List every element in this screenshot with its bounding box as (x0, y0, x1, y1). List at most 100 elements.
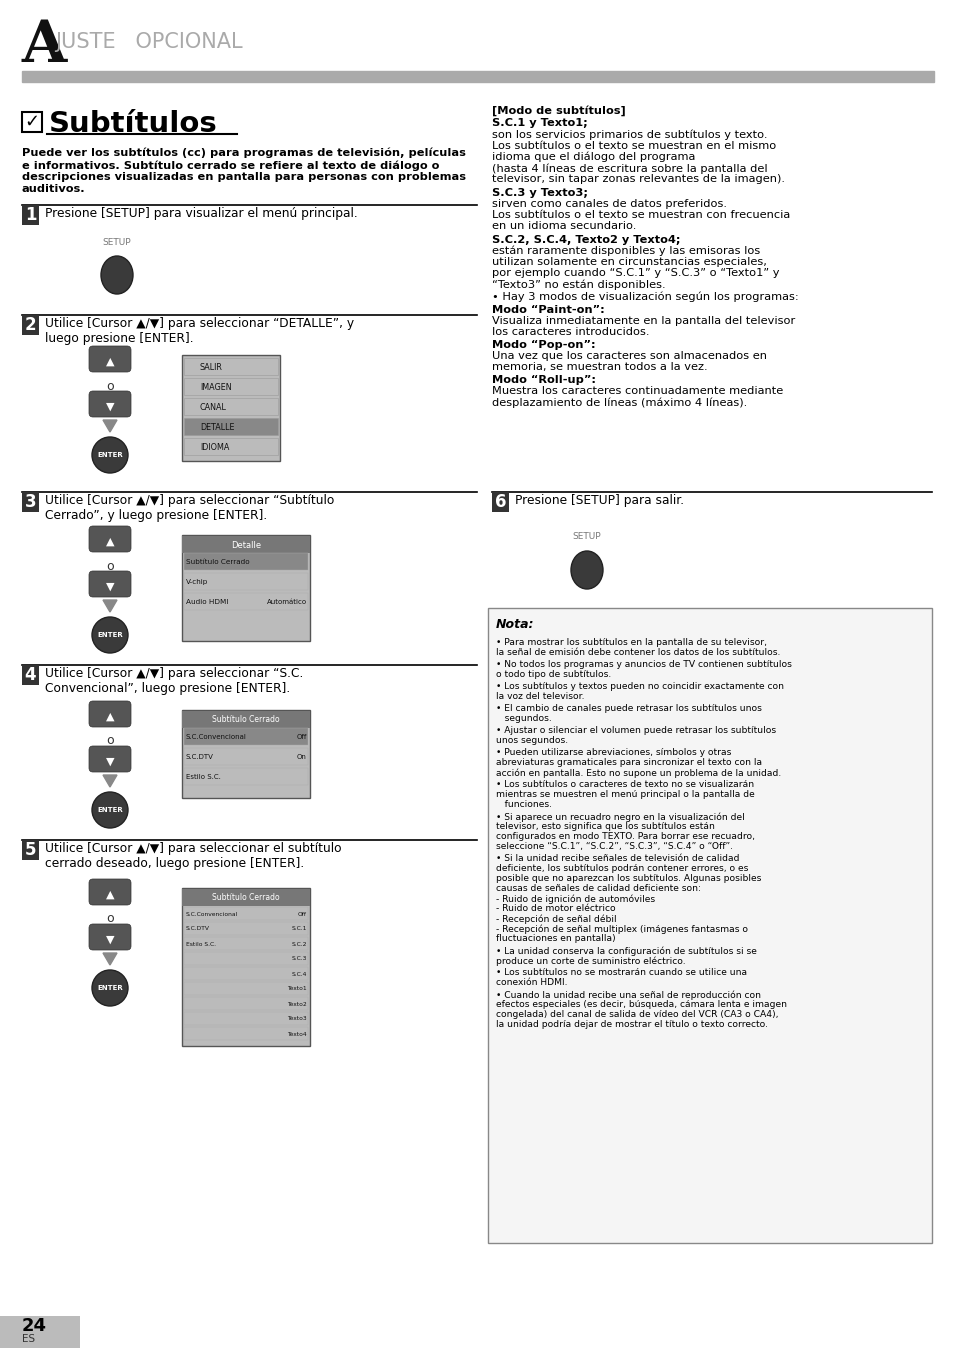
Text: Modo “Pop-on”:: Modo “Pop-on”: (492, 340, 595, 350)
Text: o todo tipo de subtítulos.: o todo tipo de subtítulos. (496, 670, 611, 679)
Text: ENTER: ENTER (97, 452, 123, 458)
Text: ▲: ▲ (106, 537, 114, 547)
Bar (184, 967, 308, 980)
Text: Modo “Roll-up”:: Modo “Roll-up”: (492, 375, 596, 386)
Bar (22, 840, 39, 860)
Text: • Si la unidad recibe señales de televisión de calidad: • Si la unidad recibe señales de televis… (496, 855, 739, 863)
Bar (184, 553, 308, 570)
Text: Subtítulos: Subtítulos (49, 111, 217, 137)
Bar (184, 1012, 308, 1024)
Bar (184, 922, 308, 936)
Text: utilizan solamente en circunstancias especiales,: utilizan solamente en circunstancias esp… (492, 257, 766, 267)
Text: S.C.1: S.C.1 (292, 926, 307, 931)
Text: produce un corte de suministro eléctrico.: produce un corte de suministro eléctrico… (496, 956, 685, 965)
Text: JUSTE   OPCIONAL: JUSTE OPCIONAL (55, 32, 242, 53)
Bar (184, 359, 277, 375)
FancyBboxPatch shape (182, 535, 310, 642)
Text: S.C.Convencional: S.C.Convencional (186, 735, 247, 740)
Bar (22, 71, 933, 82)
Text: • Si aparece un recuadro negro en la visualización del: • Si aparece un recuadro negro en la vis… (496, 811, 744, 821)
Text: Off: Off (296, 735, 307, 740)
Text: segundos.: segundos. (496, 714, 551, 723)
Text: ENTER: ENTER (97, 632, 123, 638)
Text: Visualiza inmediatamente en la pantalla del televisor: Visualiza inmediatamente en la pantalla … (492, 315, 795, 326)
Text: - Recepción de señal multiplex (imágenes fantasmas o: - Recepción de señal multiplex (imágenes… (496, 923, 747, 934)
Text: los caracteres introducidos.: los caracteres introducidos. (492, 328, 649, 337)
Bar (184, 573, 308, 590)
Text: IDIOMA: IDIOMA (200, 442, 229, 452)
Bar (184, 998, 308, 1010)
Text: Presione [SETUP] para visualizar el menú principal.: Presione [SETUP] para visualizar el menú… (45, 208, 357, 220)
Text: ▼: ▼ (106, 936, 114, 945)
Text: S.C.2, S.C.4, Texto2 y Texto4;: S.C.2, S.C.4, Texto2 y Texto4; (492, 235, 679, 245)
FancyBboxPatch shape (488, 608, 931, 1243)
Text: deficiente, los subtítulos podrán contener errores, o es: deficiente, los subtítulos podrán conten… (496, 864, 747, 874)
Text: la voz del televisor.: la voz del televisor. (496, 692, 584, 701)
Text: o: o (106, 913, 113, 926)
Ellipse shape (91, 617, 128, 652)
Text: Una vez que los caracteres son almacenados en: Una vez que los caracteres son almacenad… (492, 350, 766, 361)
Bar (22, 205, 39, 225)
Text: Subtítulo Cerrado: Subtítulo Cerrado (212, 894, 279, 903)
Text: Texto3: Texto3 (287, 1016, 307, 1022)
Bar (182, 888, 310, 906)
Text: Nota:: Nota: (496, 617, 534, 631)
Text: - Ruido de ignición de automóviles: - Ruido de ignición de automóviles (496, 894, 655, 903)
Text: S.C.2: S.C.2 (292, 941, 307, 946)
Text: • Cuando la unidad recibe una señal de reproducción con: • Cuando la unidad recibe una señal de r… (496, 989, 760, 999)
Text: ▲: ▲ (106, 890, 114, 900)
Text: sirven como canales de datos preferidos.: sirven como canales de datos preferidos. (492, 200, 726, 209)
Bar (184, 418, 277, 435)
Text: On: On (296, 754, 307, 760)
Bar (184, 593, 308, 611)
Text: son los servicios primarios de subtítulos y texto.: son los servicios primarios de subtítulo… (492, 129, 767, 140)
Text: Estilo S.C.: Estilo S.C. (186, 774, 221, 780)
Text: SALIR: SALIR (200, 363, 223, 372)
Text: idioma que el diálogo del programa: idioma que el diálogo del programa (492, 152, 695, 163)
Text: Los subtítulos o el texto se muestran en el mismo: Los subtítulos o el texto se muestran en… (492, 142, 776, 151)
Ellipse shape (91, 793, 128, 828)
Text: configurados en modo TEXTO. Para borrar ese recuadro,: configurados en modo TEXTO. Para borrar … (496, 832, 754, 841)
Text: o: o (106, 559, 113, 573)
Text: están raramente disponibles y las emisoras los: están raramente disponibles y las emisor… (492, 245, 760, 256)
Text: 4: 4 (25, 666, 36, 683)
Text: Off: Off (297, 911, 307, 917)
FancyBboxPatch shape (89, 391, 131, 417)
Text: Modo “Paint-on”:: Modo “Paint-on”: (492, 305, 604, 315)
Bar (184, 438, 277, 456)
Text: DETALLE: DETALLE (200, 422, 234, 431)
Text: memoria, se muestran todos a la vez.: memoria, se muestran todos a la vez. (492, 363, 707, 372)
Text: televisor, sin tapar zonas relevantes de la imagen).: televisor, sin tapar zonas relevantes de… (492, 174, 784, 183)
Text: S.C.3: S.C.3 (292, 957, 307, 961)
Text: S.C.DTV: S.C.DTV (186, 754, 213, 760)
Text: Utilice [Cursor ▲/▼] para seleccionar el subtítulo
cerrado deseado, luego presio: Utilice [Cursor ▲/▼] para seleccionar el… (45, 842, 341, 869)
Text: ✓: ✓ (24, 113, 39, 131)
Text: “Texto3” no están disponibles.: “Texto3” no están disponibles. (492, 279, 665, 290)
Text: televisor, esto significa que los subtítulos están: televisor, esto significa que los subtít… (496, 822, 714, 830)
Text: seleccione “S.C.1”, “S.C.2”, “S.C.3”, “S.C.4” o “Off”.: seleccione “S.C.1”, “S.C.2”, “S.C.3”, “S… (496, 842, 732, 851)
Text: Los subtítulos o el texto se muestran con frecuencia: Los subtítulos o el texto se muestran co… (492, 210, 789, 220)
Text: por ejemplo cuando “S.C.1” y “S.C.3” o “Texto1” y: por ejemplo cuando “S.C.1” y “S.C.3” o “… (492, 268, 779, 278)
Text: Texto1: Texto1 (287, 987, 307, 992)
Bar (22, 665, 39, 685)
Text: Automático: Automático (267, 599, 307, 605)
Text: congelada) del canal de salida de vídeo del VCR (CA3 o CA4),: congelada) del canal de salida de vídeo … (496, 1010, 778, 1019)
Text: 1: 1 (25, 206, 36, 224)
Text: desplazamiento de líneas (máximo 4 líneas).: desplazamiento de líneas (máximo 4 línea… (492, 398, 746, 407)
Text: CANAL: CANAL (200, 403, 227, 411)
Text: Subtítulo Cerrado: Subtítulo Cerrado (186, 559, 250, 565)
Bar (0, 1316, 80, 1348)
Text: S.C.1 y Texto1;: S.C.1 y Texto1; (492, 119, 587, 128)
Text: • El cambio de canales puede retrasar los subtítulos unos: • El cambio de canales puede retrasar lo… (496, 704, 761, 713)
Text: conexión HDMI.: conexión HDMI. (496, 979, 567, 987)
Text: Subtítulo Cerrado: Subtítulo Cerrado (212, 716, 279, 724)
Bar (492, 492, 509, 512)
Ellipse shape (101, 256, 132, 294)
Text: - Recepción de señal débil: - Recepción de señal débil (496, 914, 616, 923)
Bar (184, 377, 277, 395)
Text: SETUP: SETUP (572, 532, 600, 541)
Text: o: o (106, 735, 113, 748)
FancyBboxPatch shape (182, 888, 310, 1046)
Text: ▼: ▼ (106, 758, 114, 767)
Text: Utilice [Cursor ▲/▼] para seleccionar “S.C.
Convencional”, luego presione [ENTER: Utilice [Cursor ▲/▼] para seleccionar “S… (45, 667, 303, 696)
